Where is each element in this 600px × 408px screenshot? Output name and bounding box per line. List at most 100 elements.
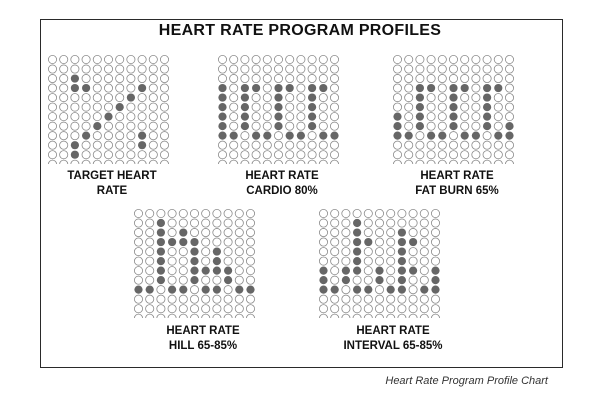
dot-empty bbox=[229, 159, 239, 164]
dot-filled bbox=[156, 247, 165, 256]
dot-empty bbox=[92, 150, 102, 160]
dot-grid-hill bbox=[134, 209, 256, 318]
dot-empty bbox=[81, 93, 91, 103]
dot-empty bbox=[296, 121, 306, 131]
dot-empty bbox=[156, 304, 166, 314]
dot-empty bbox=[274, 150, 284, 160]
dot-filled bbox=[179, 228, 188, 237]
dot-empty bbox=[229, 121, 239, 131]
profile-label-line2: CARDIO 80% bbox=[246, 185, 318, 197]
dot-empty bbox=[145, 256, 155, 266]
dot-empty bbox=[212, 209, 222, 218]
dot-filled bbox=[201, 285, 210, 294]
dot-empty bbox=[134, 313, 143, 318]
dot-empty bbox=[246, 304, 256, 314]
dot-empty bbox=[145, 266, 155, 276]
dot-empty bbox=[505, 150, 515, 160]
dot-empty bbox=[145, 237, 155, 247]
dot-empty bbox=[482, 150, 492, 160]
dot-filled bbox=[240, 122, 249, 131]
dot-empty bbox=[218, 140, 227, 150]
dot-empty bbox=[285, 159, 295, 164]
dot-empty bbox=[431, 218, 441, 228]
dot-empty bbox=[363, 209, 373, 218]
dot-empty bbox=[223, 304, 233, 314]
dot-empty bbox=[493, 74, 503, 84]
dot-filled bbox=[330, 285, 339, 294]
dot-empty bbox=[408, 256, 418, 266]
dot-filled bbox=[449, 112, 458, 121]
dot-filled bbox=[115, 103, 124, 112]
dot-empty bbox=[134, 228, 143, 238]
dot-filled bbox=[190, 266, 199, 275]
dot-filled bbox=[319, 276, 328, 285]
dot-empty bbox=[115, 83, 125, 93]
dot-empty bbox=[145, 218, 155, 228]
dot-empty bbox=[48, 74, 57, 84]
dot-empty bbox=[471, 140, 481, 150]
dot-empty bbox=[437, 83, 447, 93]
dot-empty bbox=[482, 64, 492, 74]
dot-empty bbox=[212, 275, 222, 285]
dot-empty bbox=[234, 228, 244, 238]
dot-empty bbox=[48, 93, 57, 103]
dot-filled bbox=[375, 266, 384, 275]
dot-empty bbox=[134, 247, 143, 257]
dot-empty bbox=[493, 159, 503, 164]
dot-filled bbox=[438, 131, 447, 140]
dot-empty bbox=[482, 140, 492, 150]
profile-label-line1: HEART RATE bbox=[356, 325, 430, 337]
dot-empty bbox=[167, 313, 177, 318]
dot-empty bbox=[274, 74, 284, 84]
dot-empty bbox=[393, 102, 402, 112]
dot-filled bbox=[386, 285, 395, 294]
dot-empty bbox=[178, 313, 188, 318]
dot-filled bbox=[415, 103, 424, 112]
dot-empty bbox=[137, 102, 147, 112]
dot-empty bbox=[319, 228, 328, 238]
dot-empty bbox=[505, 55, 515, 64]
dot-empty bbox=[341, 218, 351, 228]
dot-empty bbox=[251, 150, 261, 160]
dot-empty bbox=[126, 131, 136, 141]
dot-empty bbox=[251, 74, 261, 84]
dot-empty bbox=[404, 112, 414, 122]
dot-filled bbox=[505, 131, 514, 140]
dot-filled bbox=[246, 285, 255, 294]
dot-empty bbox=[48, 64, 57, 74]
dot-empty bbox=[145, 209, 155, 218]
dot-filled bbox=[353, 218, 362, 228]
dot-empty bbox=[145, 247, 155, 257]
dot-filled bbox=[235, 285, 244, 294]
dot-empty bbox=[251, 64, 261, 74]
dot-empty bbox=[212, 228, 222, 238]
dot-empty bbox=[296, 150, 306, 160]
dot-empty bbox=[330, 112, 340, 122]
dot-empty bbox=[375, 294, 385, 304]
dot-empty bbox=[352, 209, 362, 218]
dot-filled bbox=[353, 228, 362, 237]
dot-empty bbox=[145, 304, 155, 314]
dot-empty bbox=[319, 256, 328, 266]
dot-empty bbox=[330, 237, 340, 247]
dot-empty bbox=[375, 218, 385, 228]
dot-empty bbox=[505, 159, 514, 164]
dot-empty bbox=[318, 121, 328, 131]
dot-filled bbox=[375, 276, 384, 285]
dot-empty bbox=[160, 140, 170, 150]
dot-filled bbox=[168, 237, 177, 247]
dot-empty bbox=[48, 131, 57, 141]
dot-empty bbox=[160, 83, 170, 93]
dot-filled bbox=[296, 131, 305, 140]
dot-empty bbox=[104, 83, 114, 93]
dot-empty bbox=[330, 150, 340, 160]
dot-filled bbox=[190, 276, 199, 285]
dot-empty bbox=[460, 93, 470, 103]
dot-empty bbox=[404, 121, 414, 131]
dot-empty bbox=[296, 55, 306, 64]
dot-empty bbox=[415, 131, 425, 141]
dot-filled bbox=[212, 266, 221, 275]
dot-empty bbox=[115, 140, 125, 150]
dot-empty bbox=[386, 304, 396, 314]
dot-empty bbox=[201, 247, 211, 257]
